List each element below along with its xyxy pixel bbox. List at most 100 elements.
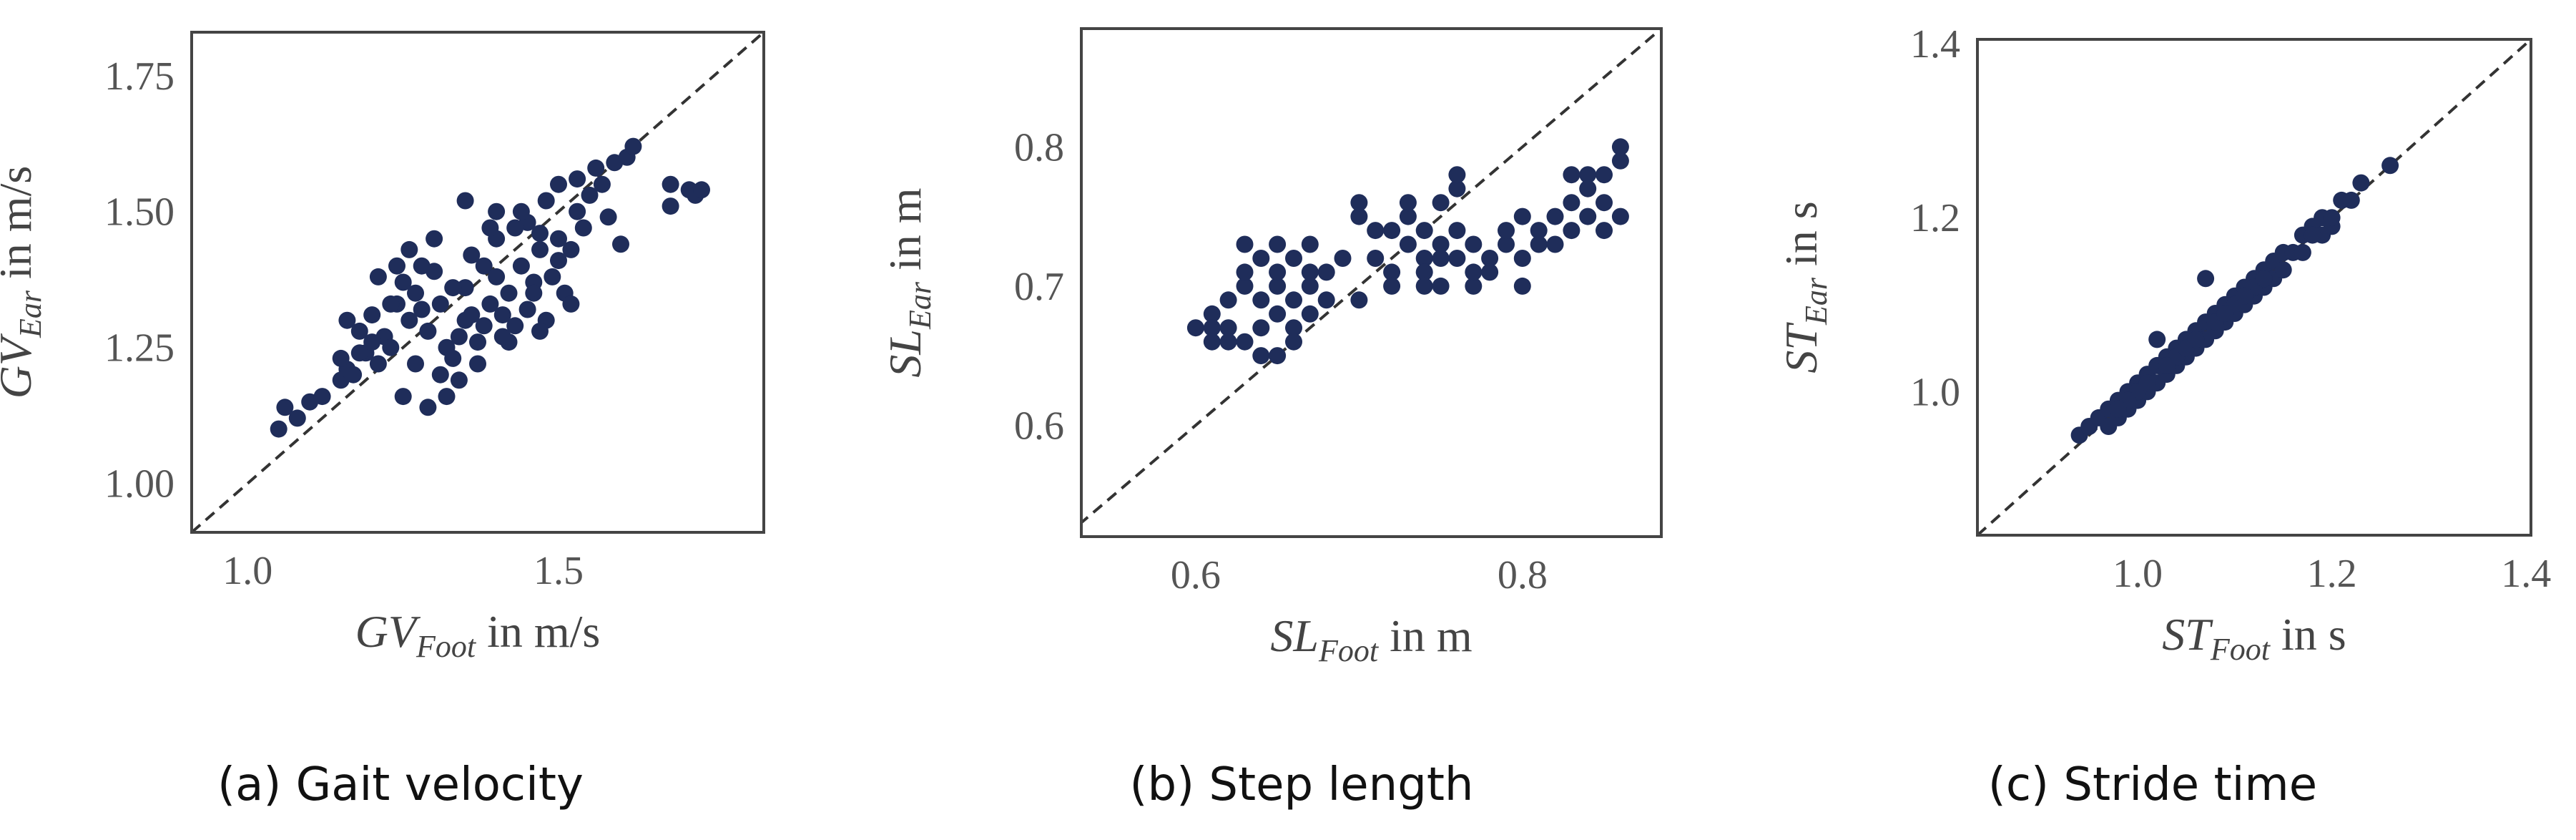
y-tick-label: 1.75 <box>104 54 174 99</box>
y-tick-label: 0.7 <box>1014 265 1064 309</box>
data-point <box>1219 319 1237 337</box>
data-point <box>537 192 555 210</box>
data-point <box>1611 152 1629 170</box>
x-tick-label: 1.0 <box>222 549 272 593</box>
data-point <box>1350 194 1368 212</box>
data-point <box>1481 250 1499 267</box>
data-point <box>569 170 586 188</box>
data-point <box>388 257 405 275</box>
data-point <box>1383 277 1401 295</box>
plot-frame <box>190 31 765 534</box>
data-point <box>1513 250 1531 267</box>
data-point <box>1285 250 1302 267</box>
data-point <box>512 202 530 220</box>
data-point <box>400 240 418 258</box>
data-point <box>1530 222 1548 240</box>
data-point <box>2274 261 2292 279</box>
data-point <box>506 317 524 335</box>
data-point <box>363 306 381 324</box>
data-point <box>463 306 481 324</box>
data-point <box>475 257 493 275</box>
data-point <box>475 317 493 335</box>
data-point <box>1481 263 1499 281</box>
data-point <box>481 219 499 237</box>
data-point <box>1203 319 1221 337</box>
data-point <box>1383 263 1401 281</box>
data-point <box>488 268 506 285</box>
data-point <box>469 333 486 351</box>
y-axis-label: SLEar in m <box>880 187 938 377</box>
y-axis-label: STEar in s <box>1776 201 1834 373</box>
data-point <box>1448 222 1466 240</box>
data-point <box>1563 194 1580 212</box>
data-point <box>1611 207 1629 225</box>
data-point <box>531 225 549 243</box>
data-point <box>1269 347 1287 365</box>
data-point <box>662 175 679 193</box>
plot-frame <box>1976 38 2532 537</box>
data-point <box>1448 250 1466 267</box>
data-point <box>574 219 592 237</box>
data-point <box>350 344 368 362</box>
y-tick-label: 1.25 <box>104 326 174 371</box>
panel-stride-time: 1.0 1.2 1.4 1.0 1.2 1.4 STFoot in s STEar in s (… <box>1776 22 2551 811</box>
data-point <box>612 235 629 253</box>
data-point <box>569 202 586 220</box>
data-point <box>599 208 617 226</box>
data-point <box>313 388 331 406</box>
data-point <box>1596 194 1613 212</box>
data-point <box>562 295 580 313</box>
data-point <box>1236 235 1254 253</box>
data-point <box>1252 319 1270 337</box>
data-point <box>2197 270 2215 288</box>
data-point <box>1252 347 1270 365</box>
data-point <box>350 322 368 340</box>
data-point <box>1415 250 1433 267</box>
data-point <box>1269 263 1287 281</box>
data-point <box>693 181 710 199</box>
plot-area <box>192 32 764 532</box>
data-point <box>1334 250 1352 267</box>
data-point <box>450 371 468 389</box>
plot-area <box>1977 39 2531 535</box>
data-point <box>493 306 511 324</box>
data-point <box>1432 277 1450 295</box>
data-point <box>1563 166 1580 184</box>
data-point <box>2352 174 2370 192</box>
data-point <box>1432 250 1450 267</box>
data-point <box>581 186 599 204</box>
data-point <box>394 388 412 406</box>
data-point <box>550 252 567 270</box>
data-point <box>1448 166 1466 184</box>
data-point <box>1596 166 1613 184</box>
data-point <box>562 240 580 258</box>
data-point <box>481 295 499 313</box>
data-point <box>2255 270 2273 288</box>
data-point <box>1236 263 1254 281</box>
data-point <box>2323 209 2341 227</box>
data-point <box>1186 319 1204 337</box>
x-axis-label: SLFoot in m <box>1270 610 1472 668</box>
identity-line <box>192 32 764 532</box>
data-point <box>550 175 567 193</box>
data-point <box>456 279 474 297</box>
data-point <box>2236 287 2253 305</box>
x-tick-label: 1.2 <box>2307 552 2357 596</box>
y-tick-label: 0.6 <box>1014 404 1064 448</box>
y-tick-label: 0.8 <box>1014 125 1064 170</box>
data-point <box>1596 222 1613 240</box>
data-point <box>2148 331 2166 348</box>
data-point <box>593 175 611 193</box>
data-point <box>1269 235 1287 253</box>
data-point <box>587 159 605 177</box>
data-point <box>1317 263 1335 281</box>
data-point <box>488 202 506 220</box>
y-axis-label: GVEar in m/s <box>0 166 48 399</box>
data-point <box>1465 235 1483 253</box>
data-point <box>431 366 449 384</box>
data-point <box>1415 263 1433 281</box>
data-point <box>450 328 468 346</box>
data-point <box>1252 250 1270 267</box>
data-point <box>525 284 543 302</box>
data-point <box>407 284 424 302</box>
